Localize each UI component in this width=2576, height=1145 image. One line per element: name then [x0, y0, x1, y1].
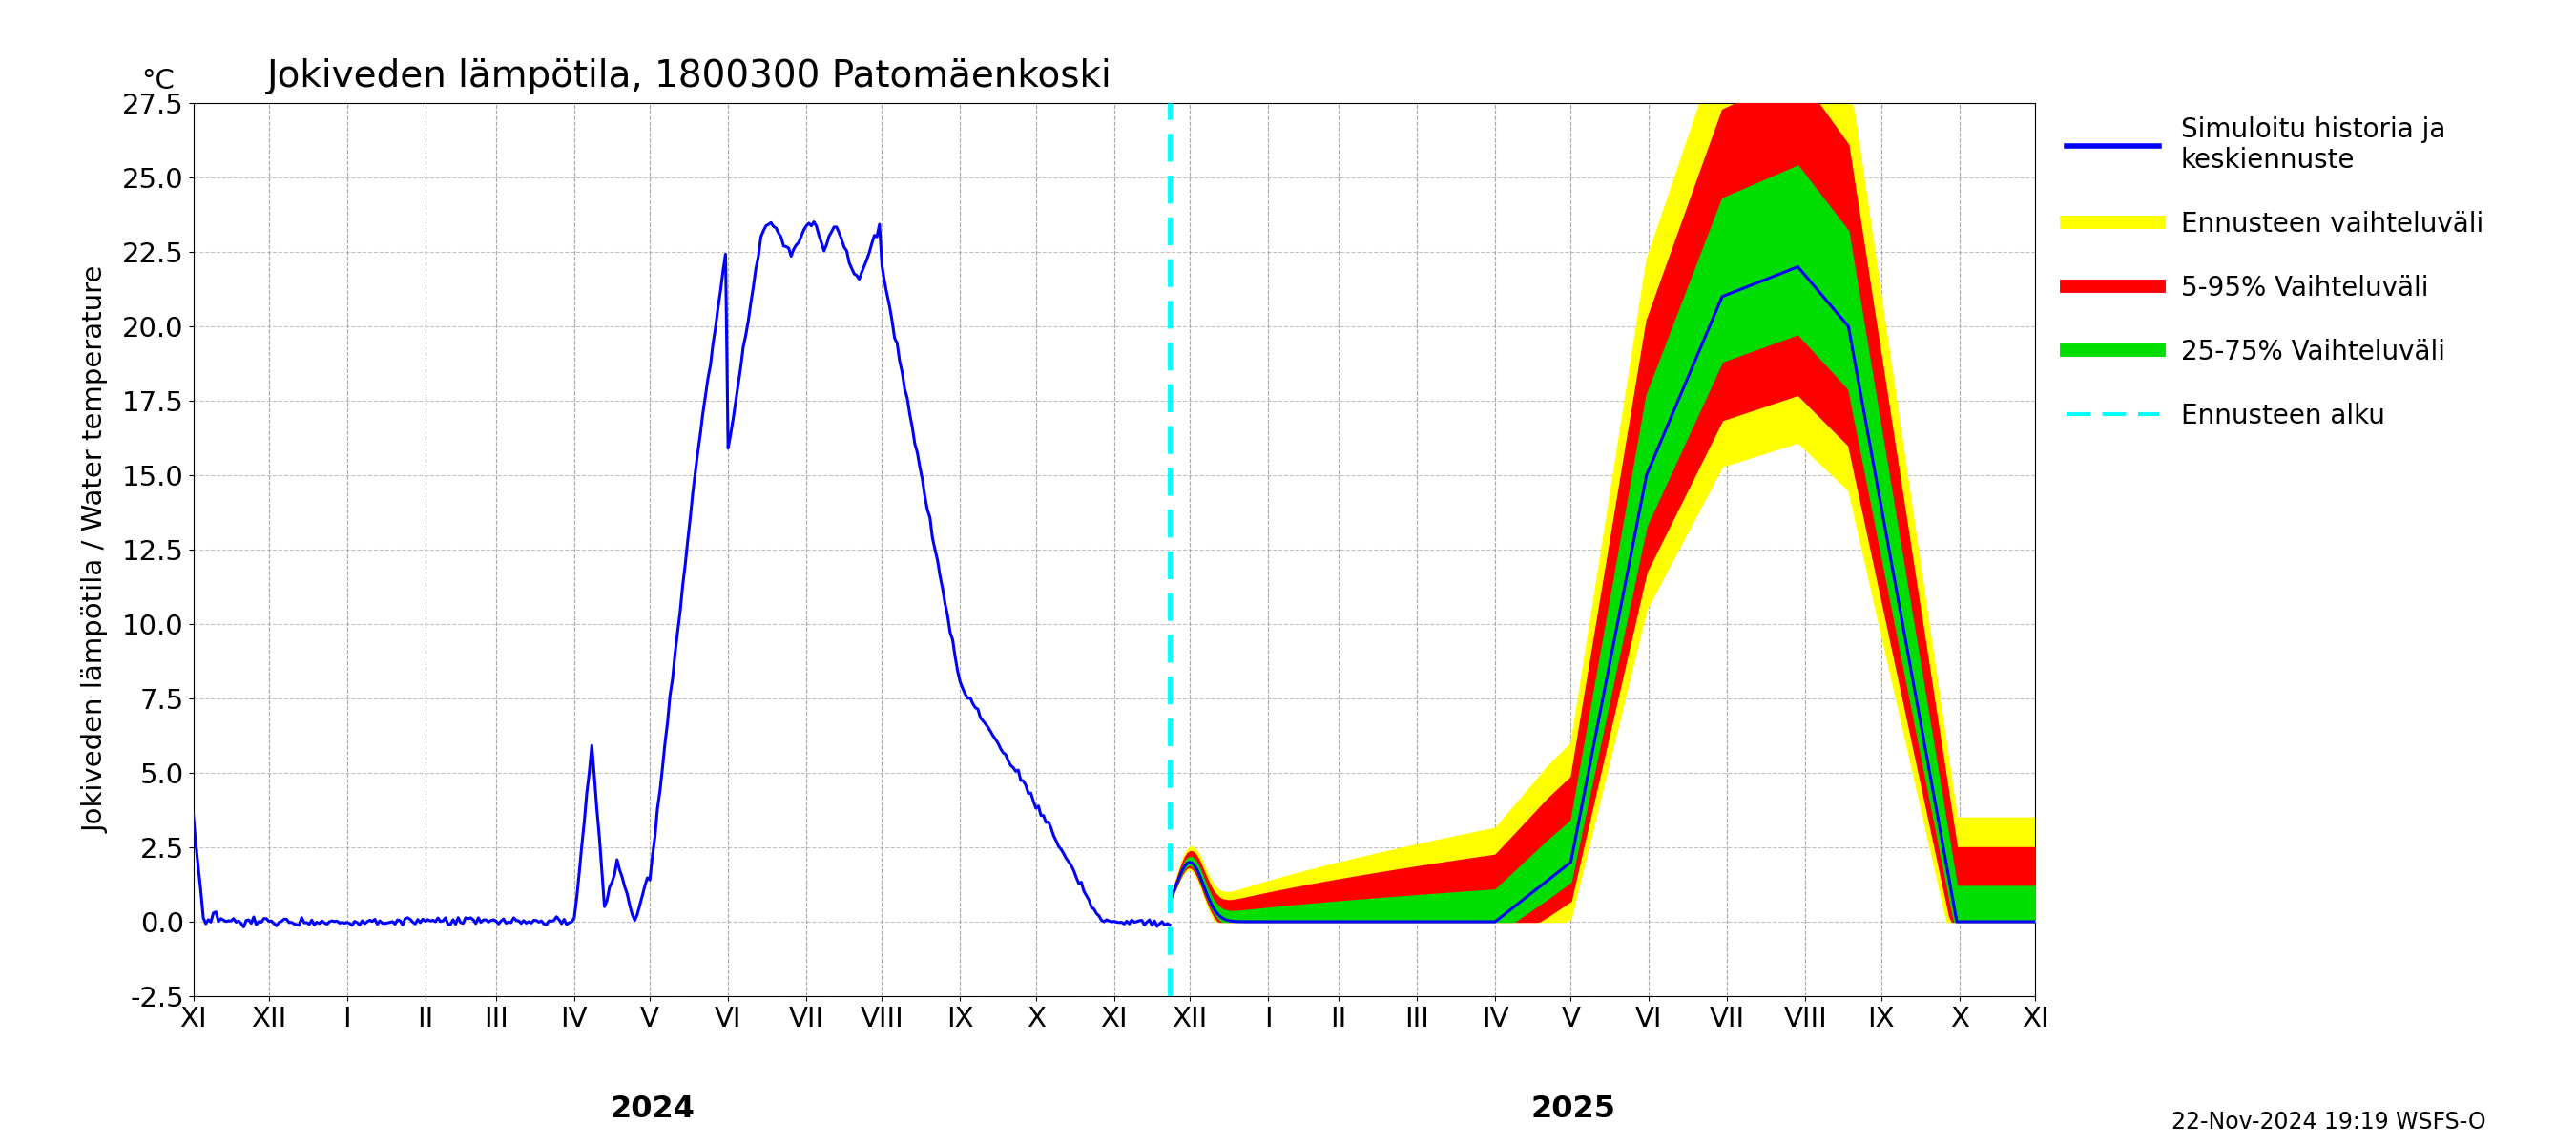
Text: 2024: 2024	[611, 1095, 696, 1124]
Text: 22-Nov-2024 19:19 WSFS-O: 22-Nov-2024 19:19 WSFS-O	[2172, 1111, 2486, 1134]
Legend: Simuloitu historia ja
keskiennuste, Ennusteen vaihteluväli, 5-95% Vaihteluväli, : Simuloitu historia ja keskiennuste, Ennu…	[2066, 117, 2483, 429]
Y-axis label: Jokiveden lämpötila / Water temperature: Jokiveden lämpötila / Water temperature	[82, 266, 108, 834]
Text: Jokiveden lämpötila, 1800300 Patomäenkoski: Jokiveden lämpötila, 1800300 Patomäenkos…	[268, 58, 1113, 95]
Text: °C: °C	[142, 68, 175, 94]
Text: 2025: 2025	[1530, 1095, 1615, 1124]
